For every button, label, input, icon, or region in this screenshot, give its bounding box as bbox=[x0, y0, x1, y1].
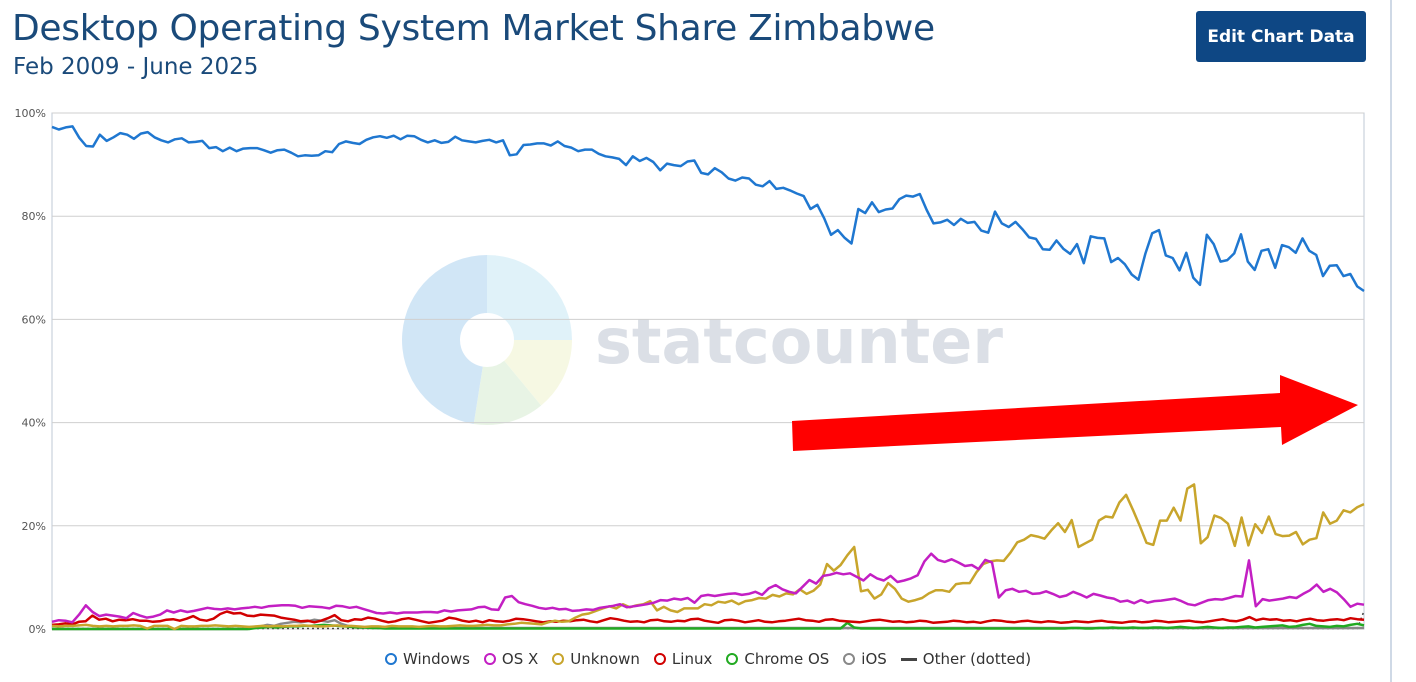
legend-item-linux[interactable]: Linux bbox=[653, 650, 713, 668]
legend-label: iOS bbox=[861, 650, 887, 668]
legend-item-chrome-os[interactable]: Chrome OS bbox=[726, 650, 829, 668]
page-title: Desktop Operating System Market Share Zi… bbox=[12, 8, 935, 49]
dash-icon bbox=[900, 657, 917, 661]
series-line-os-x bbox=[51, 552, 1365, 624]
circle-icon bbox=[552, 653, 565, 665]
legend-label: OS X bbox=[501, 650, 539, 668]
legend-item-windows[interactable]: Windows bbox=[384, 650, 470, 668]
legend-item-os-x[interactable]: OS X bbox=[483, 650, 539, 668]
circle-icon bbox=[483, 653, 496, 665]
circle-icon bbox=[843, 653, 856, 665]
series-line-linux bbox=[51, 610, 1365, 627]
legend-item-other-dotted[interactable]: Other (dotted) bbox=[900, 650, 1032, 668]
legend-item-ios[interactable]: iOS bbox=[843, 650, 887, 668]
legend-label: Windows bbox=[402, 650, 470, 668]
circle-icon bbox=[653, 653, 666, 665]
y-tick-label: 40% bbox=[22, 417, 46, 430]
legend-label: Linux bbox=[671, 650, 713, 668]
series-line-unknown bbox=[51, 483, 1365, 631]
y-tick-label: 80% bbox=[22, 210, 46, 223]
red-arrow-annotation bbox=[792, 375, 1358, 451]
panel-border bbox=[1390, 0, 1392, 682]
y-tick-label: 100% bbox=[15, 107, 46, 120]
page-subtitle: Feb 2009 - June 2025 bbox=[13, 54, 259, 80]
y-tick-label: 0% bbox=[29, 623, 46, 636]
circle-icon bbox=[726, 653, 739, 665]
legend-label: Unknown bbox=[570, 650, 640, 668]
line-chart: statcounter 0% 20% 40% 60% 80% 100% bbox=[15, 107, 1365, 636]
watermark-text: statcounter bbox=[595, 305, 1003, 378]
circle-icon bbox=[384, 653, 397, 665]
statcounter-watermark: statcounter bbox=[401, 255, 1003, 426]
legend-label: Chrome OS bbox=[744, 650, 830, 668]
y-tick-label: 20% bbox=[22, 520, 46, 533]
y-tick-label: 60% bbox=[22, 313, 46, 326]
series-line-windows bbox=[51, 125, 1365, 293]
legend-item-unknown[interactable]: Unknown bbox=[552, 650, 640, 668]
legend-label: Other (dotted) bbox=[922, 650, 1032, 668]
chart-legend: Windows OS X Unknown Linux Chrome OS iOS Other… bbox=[0, 650, 1416, 668]
edit-chart-data-button[interactable]: Edit Chart Data bbox=[1196, 11, 1366, 62]
